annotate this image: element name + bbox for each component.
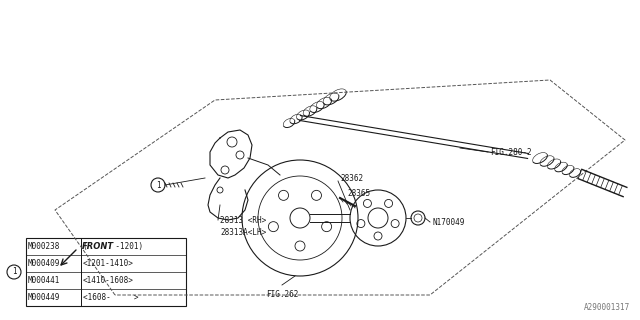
Text: <1608-     >: <1608- > (83, 293, 138, 302)
Text: M000441: M000441 (28, 276, 60, 285)
Text: M000409: M000409 (28, 259, 60, 268)
Text: FRONT: FRONT (82, 242, 114, 251)
Text: FIG.280-2: FIG.280-2 (490, 148, 532, 156)
Text: M000238: M000238 (28, 242, 60, 251)
Text: 1: 1 (12, 268, 16, 276)
Text: 28362: 28362 (340, 173, 363, 182)
Text: 1: 1 (156, 180, 160, 189)
Text: M000449: M000449 (28, 293, 60, 302)
Text: <1410-1608>: <1410-1608> (83, 276, 134, 285)
Text: <1201-1410>: <1201-1410> (83, 259, 134, 268)
Bar (26, 238, 186, 306)
Text: 28313 <RH>: 28313 <RH> (220, 215, 266, 225)
Text: N170049: N170049 (432, 218, 465, 227)
Text: 28313A<LH>: 28313A<LH> (220, 228, 266, 236)
Text: FIG.262: FIG.262 (266, 290, 298, 299)
Text: 28365: 28365 (347, 188, 370, 197)
Text: A290001317: A290001317 (584, 303, 630, 312)
Text: (      -1201): ( -1201) (83, 242, 143, 251)
